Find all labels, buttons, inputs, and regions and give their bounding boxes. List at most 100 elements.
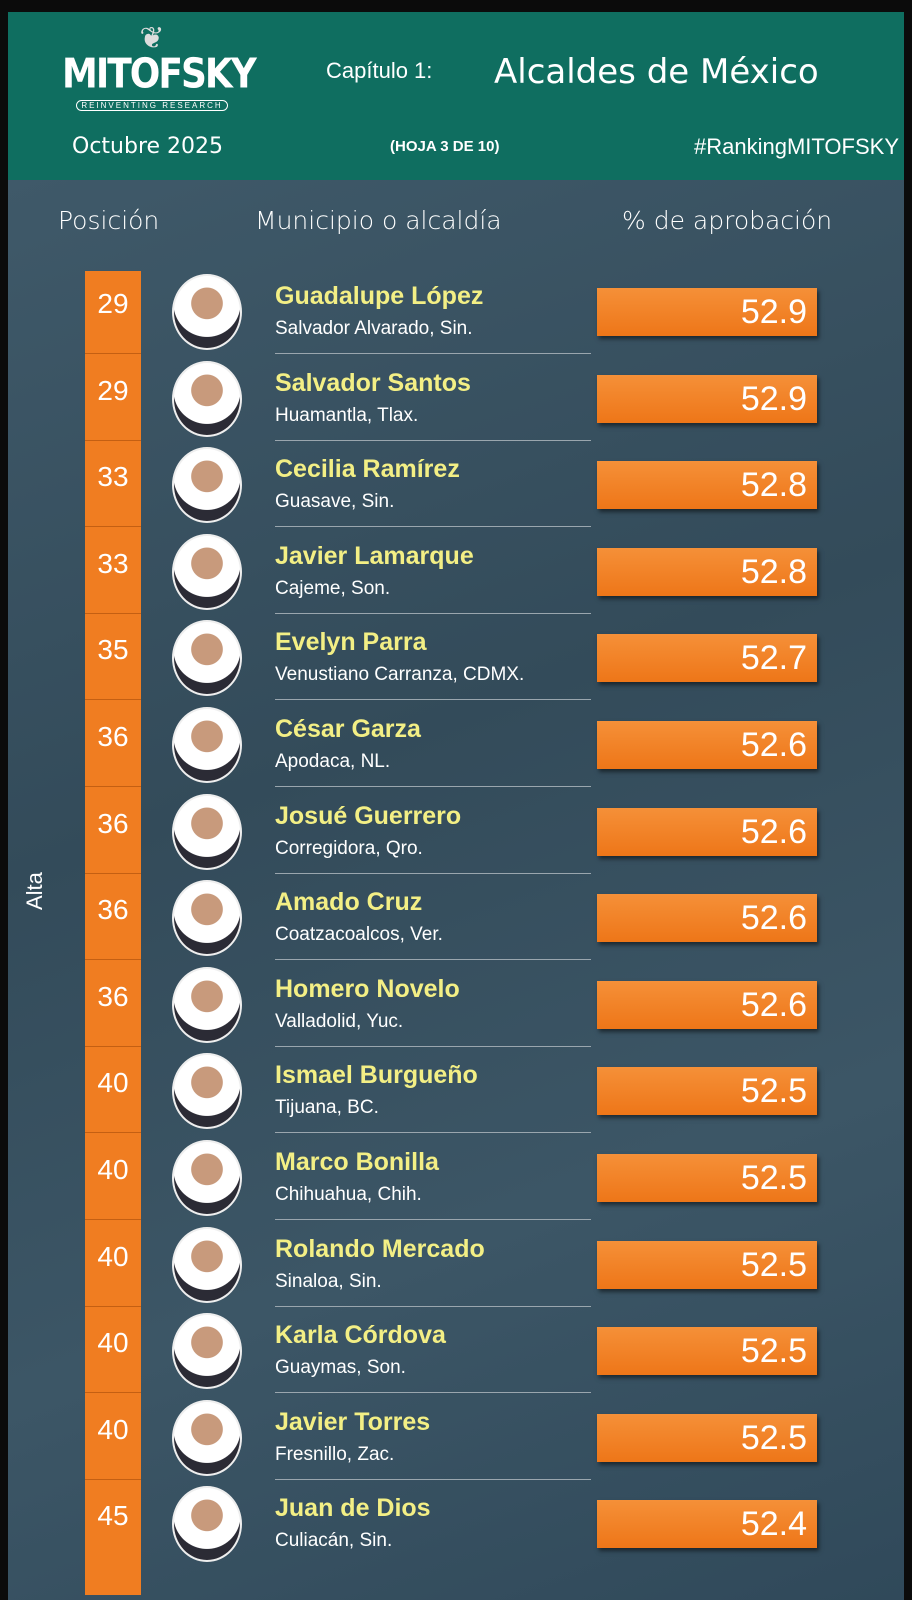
- avatar: [172, 533, 242, 610]
- mayor-name: Karla Córdova: [275, 1321, 446, 1350]
- mayor-name: Amado Cruz: [275, 888, 423, 917]
- divider: [85, 1219, 141, 1220]
- divider: [275, 1132, 591, 1134]
- divider: [85, 353, 141, 354]
- divider: [275, 439, 591, 441]
- column-header-position: Posición: [58, 206, 160, 235]
- mayor-name: Marco Bonilla: [275, 1148, 439, 1176]
- position-number: 29: [97, 288, 129, 319]
- divider: [275, 1219, 591, 1220]
- mayor-name: Cecilia Ramírez: [275, 455, 460, 484]
- position-number: 40: [97, 1067, 129, 1099]
- avatar: [172, 880, 242, 957]
- municipality: Chihuahua, Chih.: [275, 1184, 422, 1205]
- list-item: 35 Evelyn Parra Venustiano Carranza, CDM…: [85, 612, 825, 701]
- position-number: 40: [97, 1327, 129, 1359]
- position-number: 36: [97, 894, 129, 926]
- approval-bar: 52.8: [597, 547, 817, 596]
- avatar: [172, 620, 242, 697]
- municipality: Culiacán, Sin.: [275, 1530, 393, 1552]
- municipality: Huamantla, Tlax.: [275, 404, 419, 426]
- list-item: 36 César Garza Apodaca, NL. 52.6: [85, 699, 825, 787]
- municipality: Fresnillo, Zac.: [275, 1443, 395, 1465]
- approval-bar: 52.6: [597, 721, 817, 769]
- position-number: 40: [97, 1154, 129, 1185]
- divider: [275, 1305, 591, 1307]
- list-item: 40 Marco Bonilla Chihuahua, Chih. 52.5: [85, 1132, 825, 1220]
- divider: [85, 526, 141, 528]
- divider: [275, 786, 591, 787]
- municipality: Apodaca, NL.: [275, 751, 391, 772]
- position-number: 33: [97, 547, 129, 579]
- mayor-name: Evelyn Parra: [275, 628, 427, 657]
- municipality: Guasave, Sin.: [275, 491, 395, 513]
- column-header-approval: % de aprobación: [622, 206, 833, 235]
- list-item: 40 Ismael Burgueño Tijuana, BC. 52.5: [85, 1045, 825, 1134]
- divider: [85, 612, 141, 614]
- approval-bar: 52.9: [597, 374, 817, 423]
- approval-bar: 52.5: [597, 1413, 817, 1462]
- divider: [275, 526, 591, 528]
- list-item: 40 Javier Torres Fresnillo, Zac. 52.5: [85, 1392, 825, 1480]
- hashtag: #RankingMITOFSKY: [694, 134, 900, 159]
- approval-bar: 52.9: [597, 288, 817, 336]
- divider: [275, 612, 591, 614]
- divider: [85, 1305, 141, 1307]
- approval-bar: 52.5: [597, 1327, 817, 1376]
- divider: [85, 1132, 141, 1134]
- column-header-municipality: Municipio o alcaldía: [255, 206, 502, 235]
- approval-bar: 52.5: [597, 1154, 817, 1202]
- mayor-name: Juan de Dios: [275, 1494, 431, 1523]
- list-item: 36 Homero Novelo Valladolid, Yuc. 52.6: [85, 959, 825, 1047]
- mayor-name: Javier Lamarque: [275, 541, 474, 570]
- divider: [85, 1478, 141, 1480]
- mayor-name: Guadalupe López: [275, 282, 484, 310]
- avatar: [172, 707, 242, 783]
- municipality: Coatzacoalcos, Ver.: [275, 924, 443, 946]
- avatar: [172, 1053, 242, 1130]
- position-strip: [85, 271, 141, 1595]
- list-item: 36 Josué Guerrero Corregidora, Qro. 52.6: [85, 786, 825, 874]
- mayor-name: Javier Torres: [275, 1407, 431, 1436]
- municipality: Salvador Alvarado, Sin.: [275, 318, 473, 339]
- mayor-name: César Garza: [275, 715, 421, 743]
- list-item: 40 Karla Córdova Guaymas, Son. 52.5: [85, 1305, 825, 1394]
- divider: [275, 1392, 591, 1394]
- avatar: [172, 360, 242, 437]
- mitofsky-logo: ❦ MITOFSKY REINVENTING RESEARCH: [62, 22, 257, 113]
- avatar: [172, 966, 242, 1043]
- municipality: Sinaloa, Sin.: [275, 1270, 382, 1292]
- divider: [275, 1045, 591, 1047]
- position-number: 36: [97, 980, 129, 1012]
- avatar: [172, 447, 242, 524]
- bird-icon: ❦: [139, 22, 165, 55]
- chapter-label: Capítulo 1:: [326, 58, 433, 83]
- municipality: Venustiano Carranza, CDMX.: [275, 664, 525, 686]
- mayor-name: Rolando Mercado: [275, 1234, 485, 1263]
- approval-bar: 52.5: [597, 1240, 817, 1289]
- municipality: Cajeme, Son.: [275, 577, 391, 599]
- mayor-name: Josué Guerrero: [275, 801, 462, 830]
- position-number: 40: [97, 1240, 129, 1272]
- avatar: [172, 1313, 242, 1390]
- divider: [85, 1392, 141, 1394]
- avatar: [172, 1226, 242, 1303]
- divider: [85, 786, 141, 787]
- list-item: 40 Rolando Mercado Sinaloa, Sin. 52.5: [85, 1219, 825, 1307]
- list-item: 45 Juan de Dios Culiacán, Sin. 52.4: [85, 1478, 825, 1566]
- position-number: 33: [97, 461, 129, 493]
- municipality: Tijuana, BC.: [275, 1097, 379, 1119]
- avatar: [172, 1140, 242, 1216]
- position-number: 36: [97, 807, 129, 839]
- municipality: Corregidora, Qro.: [275, 837, 423, 859]
- mayor-name: Homero Novelo: [275, 974, 460, 1003]
- list-item: 33 Javier Lamarque Cajeme, Son. 52.8: [85, 526, 825, 614]
- side-label: Alta: [22, 872, 47, 910]
- divider: [275, 959, 591, 961]
- divider: [85, 699, 141, 701]
- date-label: Octubre 2025: [72, 134, 224, 159]
- divider: [275, 353, 591, 354]
- list-item: 36 Amado Cruz Coatzacoalcos, Ver. 52.6: [85, 872, 825, 961]
- position-number: 29: [97, 374, 129, 406]
- approval-bar: 52.6: [597, 807, 817, 856]
